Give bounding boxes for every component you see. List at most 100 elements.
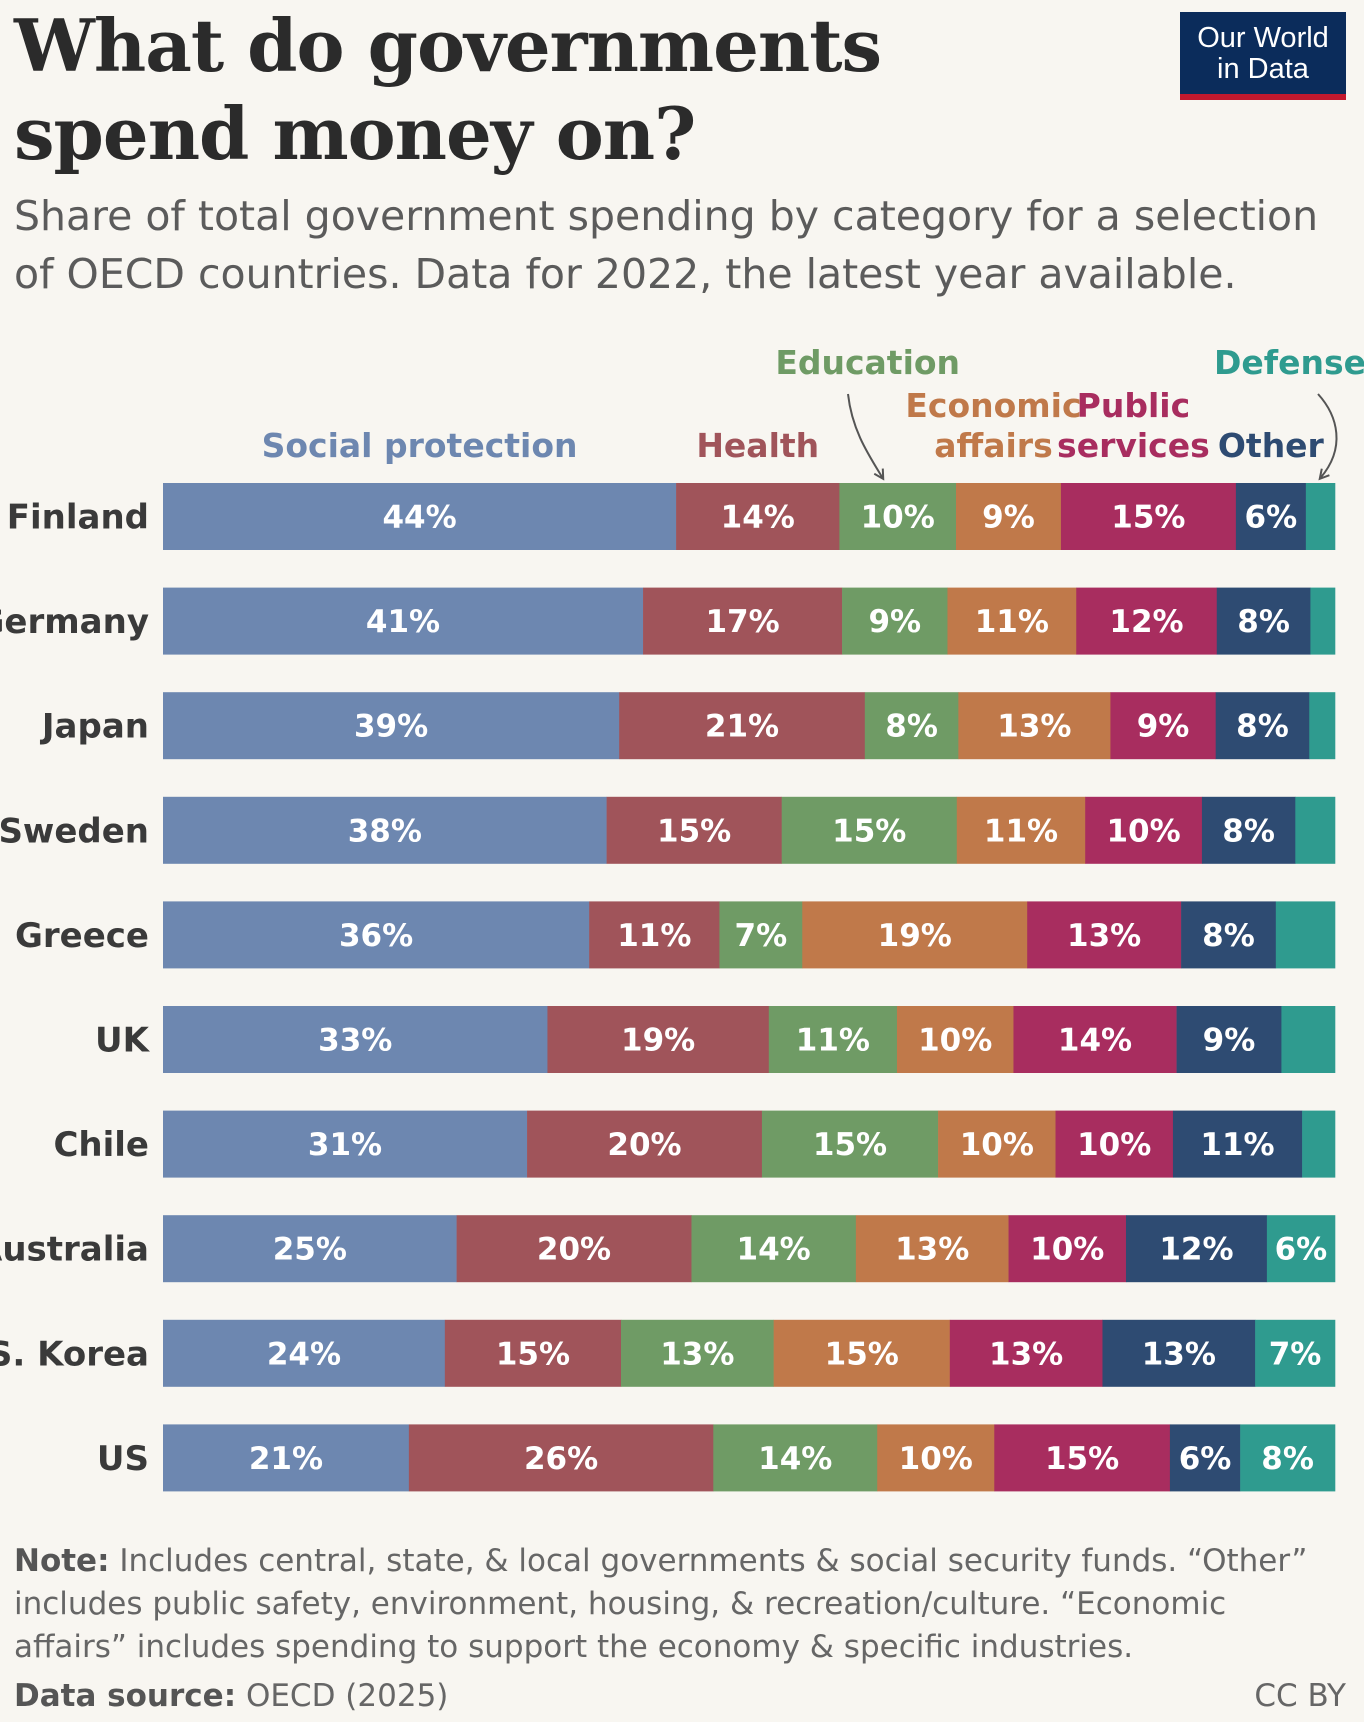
bar-segment-public-services[interactable] (1060, 483, 1237, 550)
bar-segment-defense[interactable] (1255, 1319, 1336, 1387)
bar-segment-education[interactable] (719, 901, 803, 969)
bar-segment-health[interactable] (606, 796, 782, 864)
bar-row-uk: UK 33% 19% 11% 10% 14% 9% (95, 1006, 1336, 1073)
bar-segment-social-protection[interactable] (163, 1424, 410, 1492)
bar-segment-economic-affairs[interactable] (802, 901, 1028, 969)
legend-defense[interactable]: Defense (1214, 343, 1364, 382)
bar-segment-education[interactable] (761, 1110, 939, 1178)
bar-segment-defense[interactable] (1302, 1110, 1336, 1178)
data-label: 10% (861, 500, 935, 536)
bar-segment-health[interactable] (444, 1319, 622, 1387)
bar-segment-education[interactable] (842, 587, 948, 655)
bar-segment-defense[interactable] (1310, 587, 1336, 655)
data-label: 21% (705, 709, 779, 745)
bar-segment-public-services[interactable] (994, 1424, 1171, 1492)
bar-segment-defense[interactable] (1275, 901, 1336, 969)
bar-segment-public-services[interactable] (1013, 1006, 1177, 1073)
bar-segment-defense[interactable] (1305, 483, 1336, 550)
bar-segment-defense[interactable] (1281, 1006, 1336, 1073)
bar-row-sweden: Sweden 38% 15% 15% 11% 10% 8% (0, 796, 1336, 864)
bar-segment-social-protection[interactable] (163, 483, 677, 550)
bar-segment-health[interactable] (643, 587, 843, 655)
bar-segment-social-protection[interactable] (163, 1215, 457, 1283)
bar-segment-defense[interactable] (1266, 1215, 1336, 1283)
defense-arrow (1317, 393, 1338, 478)
note-text: Includes central, state, & local governm… (14, 1543, 1308, 1665)
bar-segment-social-protection[interactable] (163, 901, 590, 969)
country-label: Chile (53, 1125, 149, 1165)
bar-segment-social-protection[interactable] (163, 587, 644, 655)
bar-segment-economic-affairs[interactable] (877, 1424, 995, 1492)
data-label: 15% (813, 1127, 887, 1163)
data-label: 8% (885, 709, 938, 745)
bar-segment-social-protection[interactable] (163, 796, 607, 864)
bar-segment-health[interactable] (408, 1424, 714, 1492)
bar-segment-other[interactable] (1169, 1424, 1241, 1492)
bar-segment-social-protection[interactable] (163, 1110, 528, 1178)
bar-segment-public-services[interactable] (1055, 1110, 1174, 1178)
bar-segment-social-protection[interactable] (163, 1319, 446, 1387)
bar-segment-health[interactable] (589, 901, 720, 969)
bar-segment-other[interactable] (1172, 1110, 1303, 1178)
bar-segment-social-protection[interactable] (163, 1006, 548, 1073)
bar-segment-defense[interactable] (1295, 796, 1336, 864)
bar-segment-health[interactable] (676, 483, 840, 550)
bar-segment-other[interactable] (1201, 796, 1296, 864)
bar-segment-public-services[interactable] (1008, 1215, 1127, 1283)
data-label: 15% (496, 1336, 570, 1372)
bar-segment-public-services[interactable] (1076, 587, 1218, 655)
data-label: 7% (1269, 1336, 1322, 1372)
data-label: 41% (366, 604, 440, 640)
license-label[interactable]: CC BY (1254, 1678, 1346, 1714)
data-label: 7% (735, 918, 788, 954)
bar-segment-public-services[interactable] (1110, 692, 1216, 760)
bar-segment-education[interactable] (713, 1424, 878, 1492)
bar-segment-education[interactable] (691, 1215, 857, 1283)
bar-segment-health[interactable] (527, 1110, 763, 1178)
bar-segment-defense[interactable] (1240, 1424, 1336, 1492)
bar-segment-education[interactable] (621, 1319, 774, 1387)
legend-education[interactable]: Education (775, 343, 960, 382)
bar-segment-education[interactable] (781, 796, 958, 864)
bar-segment-social-protection[interactable] (163, 692, 620, 760)
bar-segment-health[interactable] (456, 1215, 692, 1283)
bar-segment-public-services[interactable] (1085, 796, 1203, 864)
bar-segment-health[interactable] (547, 1006, 770, 1073)
bar-segment-economic-affairs[interactable] (855, 1215, 1009, 1283)
legend-other[interactable]: Other (1218, 426, 1325, 465)
bar-segment-other[interactable] (1176, 1006, 1282, 1073)
bar-segment-economic-affairs[interactable] (938, 1110, 1056, 1178)
legend-economic-affairs[interactable]: Economic affairs (905, 386, 1081, 465)
bar-segment-other[interactable] (1216, 587, 1311, 655)
owid-logo[interactable]: Our World in Data (1180, 12, 1346, 100)
bar-segment-other[interactable] (1125, 1215, 1268, 1283)
data-label: 6% (1245, 500, 1298, 536)
data-label: 10% (1077, 1127, 1151, 1163)
bar-segment-other[interactable] (1102, 1319, 1256, 1387)
bar-segment-public-services[interactable] (949, 1319, 1103, 1387)
bar-segment-economic-affairs[interactable] (956, 796, 1086, 864)
bar-segment-economic-affairs[interactable] (947, 587, 1077, 655)
data-label: 9% (982, 500, 1035, 536)
source-text[interactable]: OECD (2025) (236, 1678, 449, 1714)
bar-segment-education[interactable] (768, 1006, 898, 1073)
bar-segment-economic-affairs[interactable] (958, 692, 1111, 760)
bar-segment-education[interactable] (864, 692, 959, 760)
bar-segment-other[interactable] (1215, 692, 1310, 760)
legend-public-services[interactable]: Public services (1057, 386, 1210, 465)
bar-segment-other[interactable] (1181, 901, 1277, 969)
bar-segment-health[interactable] (619, 692, 866, 760)
bar-segment-economic-affairs[interactable] (896, 1006, 1014, 1073)
bar-segment-other[interactable] (1235, 483, 1307, 550)
legend-social-protection[interactable]: Social protection (262, 426, 578, 465)
data-label: 11% (617, 918, 691, 954)
bar-row-s-korea: S. Korea 24% 15% 13% 15% 13% 13% 7% (0, 1319, 1336, 1387)
bar-segment-public-services[interactable] (1027, 901, 1182, 969)
bar-segment-economic-affairs[interactable] (956, 483, 1062, 550)
bar-segment-education[interactable] (839, 483, 957, 550)
bar-segment-economic-affairs[interactable] (773, 1319, 951, 1387)
legend-health[interactable]: Health (696, 426, 819, 465)
country-label: US (97, 1439, 149, 1479)
bar-segment-defense[interactable] (1309, 692, 1336, 760)
data-label: 15% (825, 1336, 899, 1372)
